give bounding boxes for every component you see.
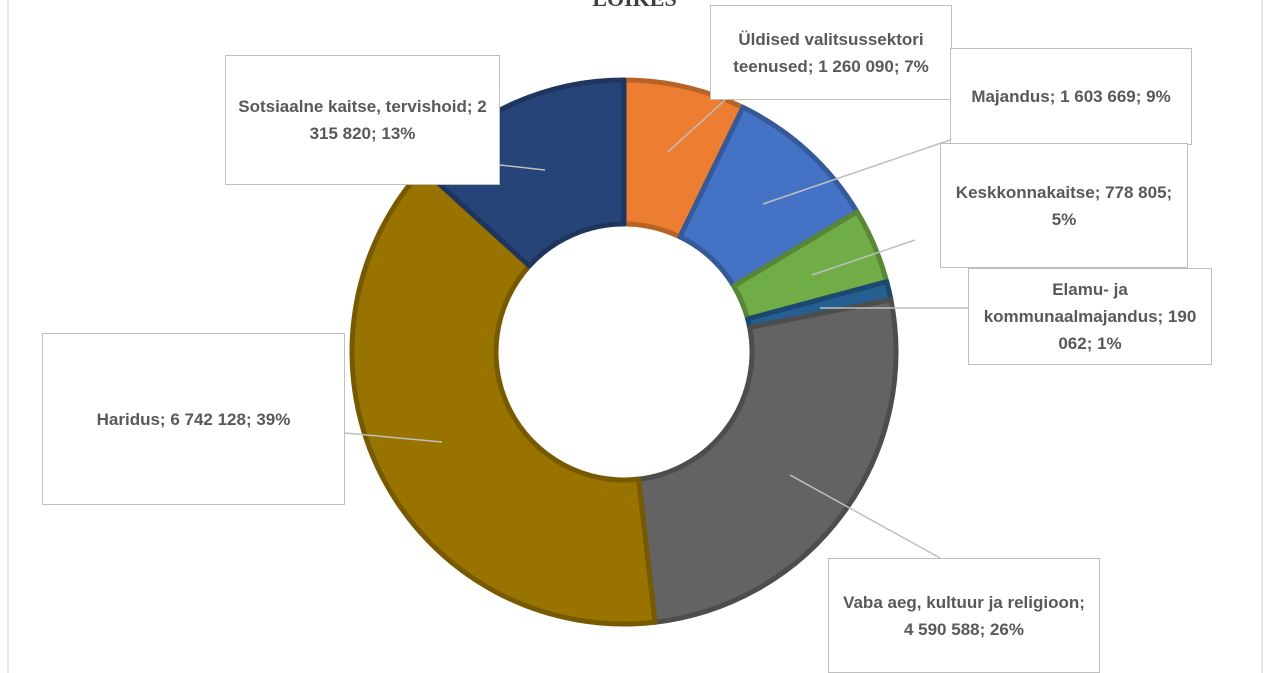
chart-title: LÕIKES (0, 0, 1269, 12)
data-label: Sotsiaalne kaitse, tervishoid; 2 315 820… (225, 55, 500, 185)
leader-line (499, 164, 546, 171)
data-label: Üldised valitsussektori teenused; 1 260 … (710, 5, 952, 100)
data-label: Haridus; 6 742 128; 39% (42, 333, 345, 505)
leader-line (789, 474, 941, 559)
data-label: Vaba aeg, kultuur ja religioon; 4 590 58… (828, 558, 1100, 673)
donut-slice (349, 166, 658, 627)
donut-slice (636, 297, 899, 625)
data-label: Keskkonnakaitse; 778 805; 5% (940, 143, 1188, 268)
leader-line (667, 99, 726, 153)
leader-line (811, 239, 916, 276)
leader-line (762, 127, 986, 205)
leader-line (344, 432, 443, 443)
data-label: Elamu- ja kommunaalmajandus; 190 062; 1% (968, 268, 1212, 365)
data-label: Majandus; 1 603 669; 9% (950, 48, 1192, 145)
